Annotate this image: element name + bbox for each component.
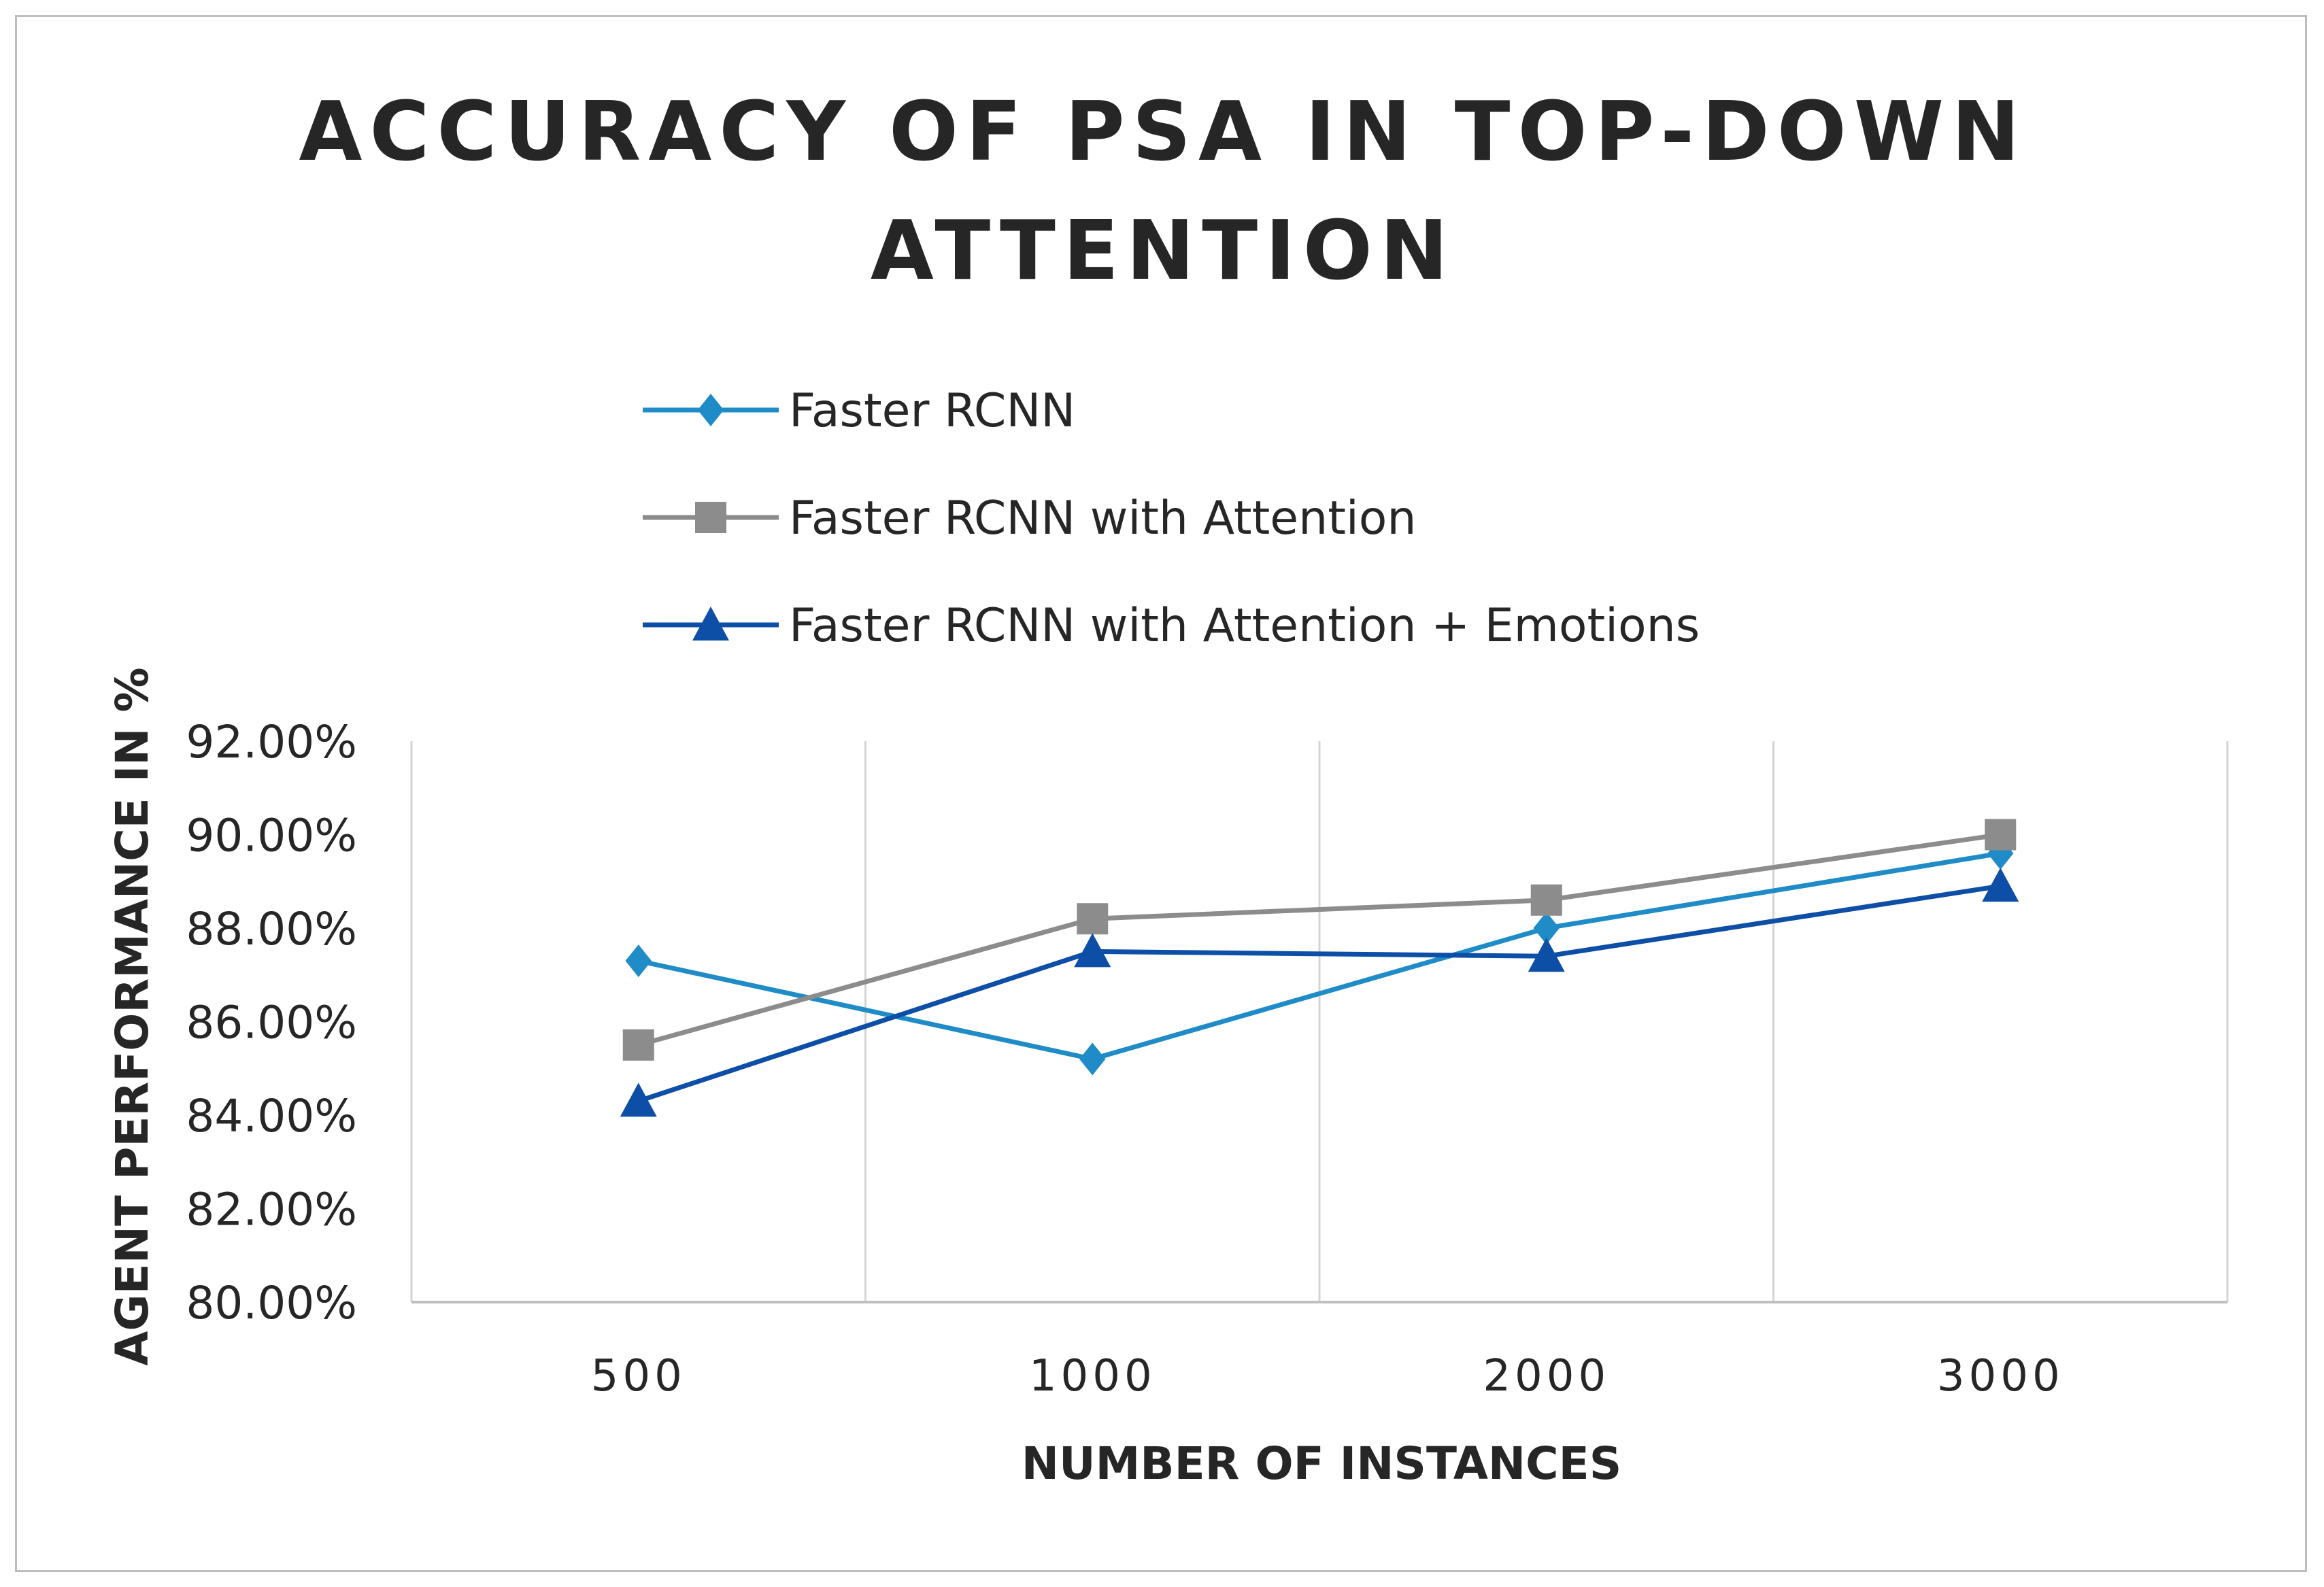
legend-label: Faster RCNN with Attention bbox=[789, 492, 1416, 545]
y-tick-label: 92.00% bbox=[186, 716, 357, 768]
chart-title-line-1: ACCURACY OF PSA IN TOP-DOWN bbox=[299, 85, 2027, 180]
x-tick-label: 500 bbox=[591, 1351, 686, 1401]
chart-title-line-2: ATTENTION bbox=[871, 204, 1455, 298]
series-1-point bbox=[625, 944, 652, 978]
series-line-1 bbox=[638, 851, 2001, 1061]
series-2-point bbox=[1530, 884, 1562, 916]
series-3-point bbox=[1528, 938, 1565, 972]
series-1-point bbox=[1533, 912, 1560, 944]
y-tick-label: 82.00% bbox=[186, 1184, 357, 1236]
series-1-point bbox=[1079, 1042, 1106, 1076]
series-3-point bbox=[1074, 933, 1111, 968]
legend-marker bbox=[695, 502, 726, 533]
series-3-point bbox=[620, 1082, 657, 1117]
y-tick-label: 88.00% bbox=[186, 903, 357, 955]
x-axis-title: NUMBER OF INSTANCES bbox=[1022, 1437, 1621, 1490]
legend: Faster RCNN Faster RCNN with Attention Fas… bbox=[643, 384, 1700, 653]
legend-label: Faster RCNN bbox=[789, 384, 1075, 438]
y-tick-label: 84.00% bbox=[186, 1090, 357, 1142]
y-tick-label: 80.00% bbox=[186, 1277, 357, 1329]
y-tick-label: 86.00% bbox=[186, 997, 357, 1049]
chart-frame: ACCURACY OF PSA IN TOP-DOWN ATTENTION Fa… bbox=[15, 15, 2307, 1572]
chart-svg: ACCURACY OF PSA IN TOP-DOWN ATTENTION Fa… bbox=[106, 85, 2229, 1490]
plot-area: 80.00% 82.00% 84.00% 86.00% 88.00% 90.00% 92.0… bbox=[186, 716, 2229, 1401]
x-tick-label: 3000 bbox=[1937, 1351, 2064, 1401]
legend-marker bbox=[697, 394, 724, 426]
series-2-point bbox=[1985, 819, 2017, 851]
x-tick-label: 2000 bbox=[1483, 1351, 1610, 1401]
legend-marker bbox=[692, 607, 729, 641]
x-tick-label: 1000 bbox=[1029, 1351, 1156, 1401]
series-line-2 bbox=[637, 832, 2001, 1048]
series-2-point bbox=[1077, 903, 1109, 935]
legend-label: Faster RCNN with Attention + Emotions bbox=[789, 599, 1700, 653]
series-2-point bbox=[622, 1029, 654, 1061]
series-line-3 bbox=[637, 883, 2001, 1104]
y-tick-label: 90.00% bbox=[186, 810, 357, 862]
series-3-point bbox=[1982, 868, 2019, 902]
y-axis-title: AGENT PERFORMANCE IN % bbox=[106, 667, 158, 1365]
series-1-point bbox=[1987, 837, 2014, 870]
